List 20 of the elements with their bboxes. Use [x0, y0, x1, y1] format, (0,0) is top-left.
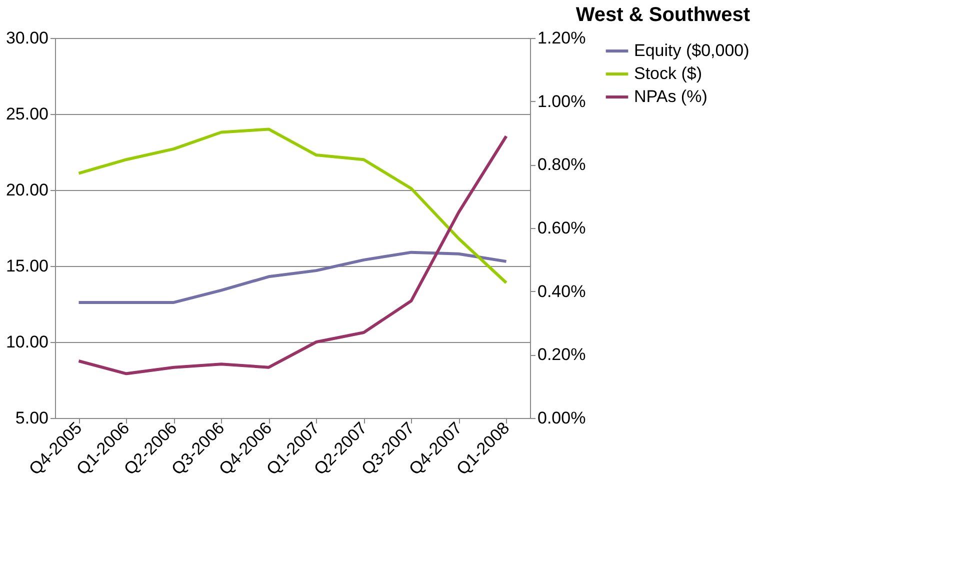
line-series [77, 128, 508, 284]
y2-tick-label: 1.00% [538, 92, 586, 111]
y2-tick-label: 1.20% [538, 28, 586, 48]
y-tick-label: 15.00 [6, 256, 48, 276]
y2-tick-label: 0.80% [538, 155, 586, 174]
y2-tick-label: 0.20% [538, 345, 586, 364]
y-tick-label: 30.00 [6, 28, 48, 48]
y2-tick-label: 0.00% [538, 408, 586, 428]
line-series [77, 134, 508, 376]
y2-tick-label: 0.40% [538, 282, 586, 301]
y-tick-label: 5.00 [15, 408, 48, 428]
legend-label: NPAs (%) [634, 87, 708, 106]
y-tick-label: 20.00 [6, 180, 48, 200]
legend-label: Equity ($0,000) [634, 41, 750, 60]
legend-label: Stock ($) [634, 64, 702, 83]
y2-tick-label: 0.60% [538, 218, 586, 238]
text: West & Southwest [576, 4, 750, 26]
y-tick-label: 10.00 [6, 332, 48, 352]
line-series [77, 250, 508, 304]
y-tick-label: 25.00 [6, 104, 48, 124]
